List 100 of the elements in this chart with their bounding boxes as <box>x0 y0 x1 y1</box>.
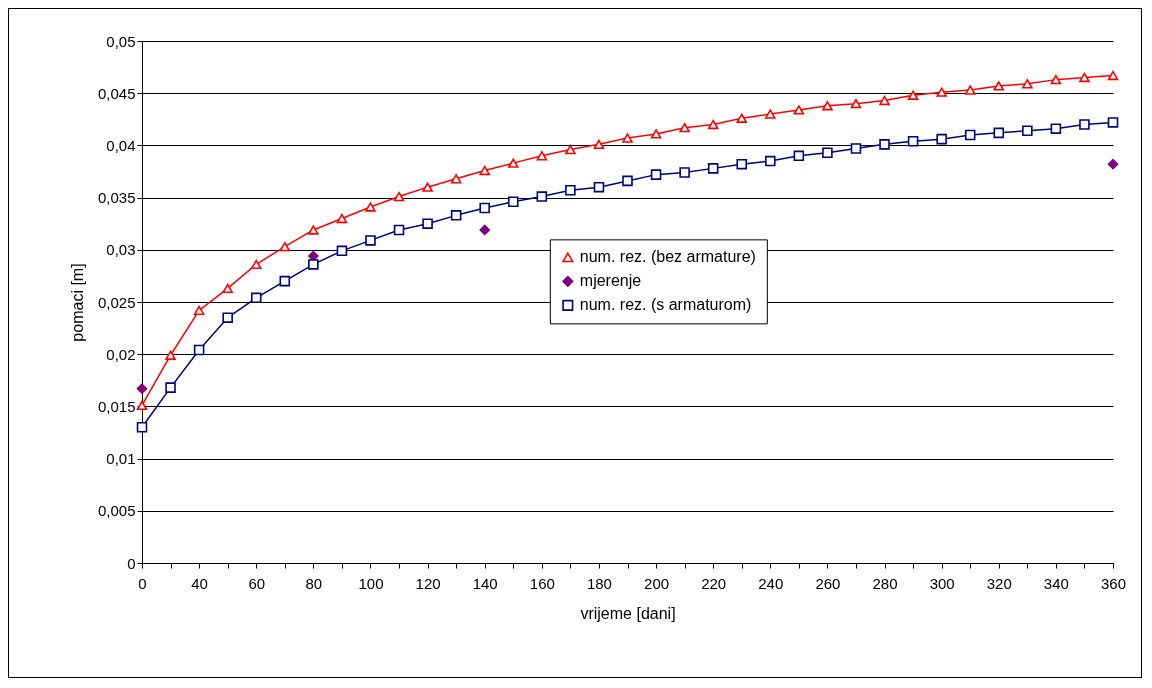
x-tick-label: 100 <box>358 574 384 592</box>
y-tick-label: 0,025 <box>97 293 136 311</box>
x-tick-label: 220 <box>701 574 727 592</box>
point <box>393 224 405 236</box>
x-tick-label: 240 <box>758 574 784 592</box>
point <box>1107 70 1119 81</box>
y-tick-label: 0,03 <box>106 241 136 259</box>
x-tick-label: 260 <box>815 574 841 592</box>
point <box>136 422 148 433</box>
x-tick-label: 340 <box>1043 574 1069 592</box>
point <box>650 169 662 180</box>
x-tick-label: 200 <box>644 574 670 592</box>
point <box>622 175 633 187</box>
x-tick-label: 120 <box>415 574 441 592</box>
point <box>679 167 690 178</box>
x-tick-label: 140 <box>472 574 498 592</box>
x-tick-label: 40 <box>191 574 208 592</box>
point <box>193 344 205 356</box>
point <box>136 383 148 394</box>
x-tick-label: 360 <box>1100 574 1127 592</box>
legend-label: num. rez. (s armaturom) <box>579 296 752 314</box>
point <box>507 158 519 168</box>
point <box>993 81 1005 91</box>
point <box>593 139 605 150</box>
point <box>736 113 748 123</box>
y-tick-label: 0,01 <box>106 450 136 468</box>
x-tick-label: 180 <box>586 574 612 592</box>
point <box>365 235 376 246</box>
x-axis-title: vrijeme [dani] <box>580 604 676 622</box>
point <box>593 181 605 193</box>
point <box>879 139 890 150</box>
point <box>1079 119 1090 130</box>
point <box>1050 74 1062 85</box>
point <box>1107 117 1119 128</box>
y-tick-label: 0,045 <box>97 84 136 102</box>
point <box>422 182 433 192</box>
point <box>936 87 947 97</box>
y-tick-label: 0,05 <box>106 32 136 50</box>
point <box>850 143 862 154</box>
point <box>793 105 805 115</box>
point <box>964 85 976 95</box>
point <box>565 185 576 196</box>
legend-label: mjerenje <box>579 272 642 290</box>
point <box>822 147 833 158</box>
point <box>936 133 947 145</box>
point <box>1022 79 1033 89</box>
point <box>707 163 719 174</box>
point <box>422 218 433 229</box>
point <box>907 90 919 100</box>
y-tick-label: 0,005 <box>97 502 136 520</box>
point <box>479 165 490 176</box>
point <box>536 151 548 161</box>
point <box>850 98 862 109</box>
point <box>765 155 776 167</box>
y-tick-label: 0,04 <box>106 136 136 154</box>
y-axis-title: pomaci [m] <box>68 263 86 342</box>
point <box>165 382 176 393</box>
point <box>793 150 805 162</box>
point <box>193 305 205 316</box>
y-tick-label: 0 <box>127 554 136 572</box>
point <box>565 144 576 155</box>
x-tick-label: 80 <box>305 574 323 592</box>
point <box>393 191 405 202</box>
point <box>222 312 233 323</box>
point <box>993 127 1005 139</box>
y-tick-label: 0,015 <box>97 397 136 415</box>
point <box>479 202 490 214</box>
y-tick-label: 0,035 <box>97 189 136 207</box>
point <box>507 196 519 208</box>
point <box>308 259 319 270</box>
legend-label: num. rez. (bez armature) <box>579 248 756 266</box>
point <box>279 275 291 287</box>
point <box>707 119 719 130</box>
point <box>650 129 662 139</box>
point <box>1079 72 1090 83</box>
point <box>765 109 776 119</box>
point <box>250 259 262 270</box>
point <box>222 283 233 294</box>
point <box>336 213 348 224</box>
point <box>250 292 262 304</box>
point <box>622 133 633 143</box>
point <box>907 135 919 147</box>
point <box>336 245 348 257</box>
point <box>736 158 748 170</box>
point <box>279 241 291 252</box>
x-tick-label: 280 <box>872 574 898 592</box>
y-tick-label: 0,02 <box>106 345 136 363</box>
point <box>165 350 176 360</box>
point <box>365 202 376 212</box>
x-tick-label: 300 <box>929 574 955 592</box>
x-tick-label: 60 <box>248 574 266 592</box>
point <box>679 122 690 133</box>
point <box>822 101 833 111</box>
point <box>1050 123 1062 134</box>
point <box>879 95 890 106</box>
point <box>964 129 976 141</box>
point <box>536 191 548 202</box>
point <box>1022 125 1033 137</box>
x-tick-label: 0 <box>138 574 147 592</box>
point <box>450 174 462 184</box>
